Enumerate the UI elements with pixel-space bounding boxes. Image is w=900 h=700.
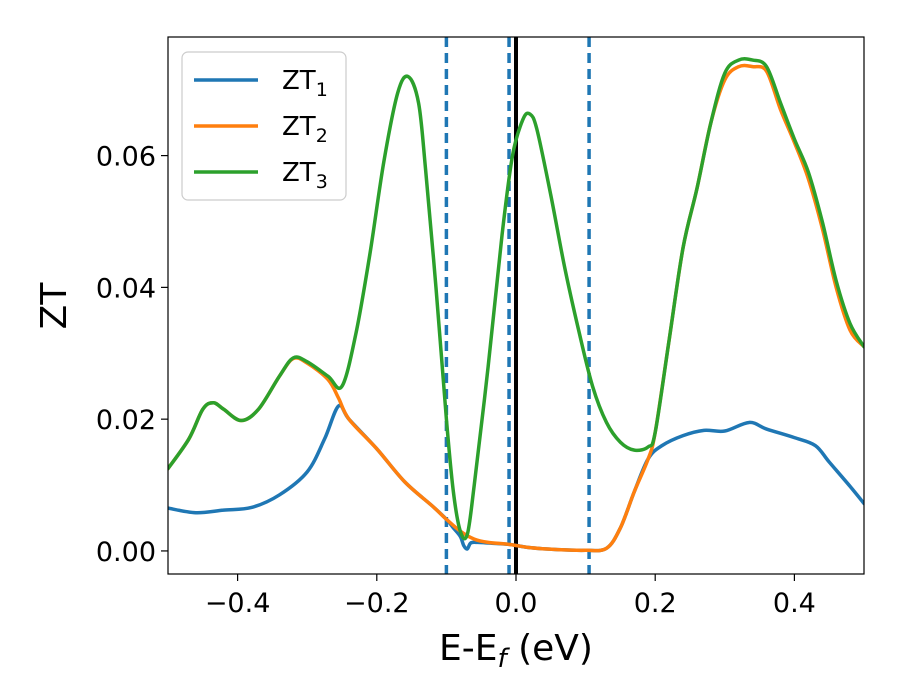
y-tick-label: 0.06 [96,142,156,173]
legend: ZT1 ZT2 ZT3 [181,51,347,201]
series-line-zt3 [168,57,864,541]
x-tick-label: 0.2 [634,588,677,619]
reference-lines [444,37,591,574]
legend-label-zt3: ZT3 [282,158,328,193]
y-tick-label: 0.04 [96,273,156,304]
x-tick-label: 0.4 [773,588,816,619]
legend-label-zt1: ZT1 [282,66,328,101]
y-tick-label: 0.02 [96,405,156,436]
x-tick-label: 0.0 [495,588,538,619]
legend-box [181,51,347,201]
legend-label-zt2: ZT2 [282,112,328,147]
x-tick-label: −0.4 [205,588,271,619]
y-axis: 0.00 0.02 0.04 0.06 [96,142,168,568]
x-tick-label: −0.2 [344,588,410,619]
y-axis-label: ZT [34,282,75,330]
x-axis: −0.4 −0.2 0.0 0.2 0.4 [205,574,816,619]
x-axis-label: E-Ef (eV) [439,628,593,674]
y-tick-label: 0.00 [96,537,156,568]
series-lines [168,57,864,553]
